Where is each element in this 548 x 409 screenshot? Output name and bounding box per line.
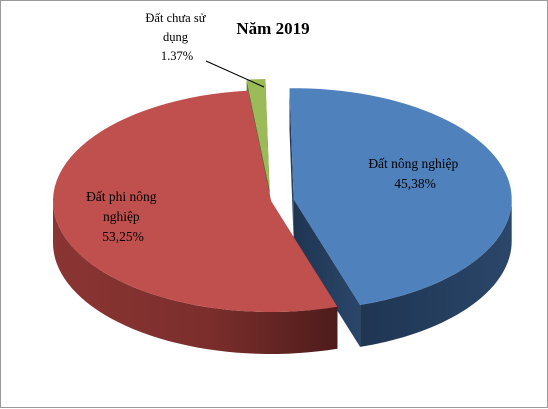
leader-line	[205, 60, 265, 88]
slice-dat-chua-su-dung	[246, 79, 270, 191]
label-dat-phi-nong-nghiep-line1: Đất phi nông	[86, 189, 157, 204]
label-dat-phi-nong-nghiep: Đất phi nông nghiệp 53,25%	[86, 189, 160, 244]
label-dat-nong-nghiep-value: 45,38%	[394, 176, 436, 191]
label-dat-chua-su-dung-line1: Đất chưa sử	[145, 11, 206, 25]
label-dat-chua-su-dung-value: 1.37%	[161, 49, 193, 63]
label-dat-nong-nghiep-name: Đất nông nghiệp	[368, 156, 458, 171]
label-dat-chua-su-dung-line2: dụng	[163, 30, 189, 44]
label-dat-phi-nong-nghiep-line2: nghiệp	[103, 209, 140, 224]
slice-dat-nong-nghiep-side	[360, 199, 512, 347]
label-dat-phi-nong-nghiep-value: 53,25%	[102, 229, 144, 244]
label-dat-nong-nghiep: Đất nông nghiệp 45,38%	[368, 156, 461, 191]
chart-title: Năm 2019	[236, 19, 309, 38]
slice-dat-nong-nghiep-cut-0	[289, 88, 294, 242]
slice-dat-nong-nghiep-cut-1	[293, 199, 361, 347]
slice-dat-nong-nghiep	[289, 88, 512, 305]
slice-dat-phi-nong-nghiep-side	[53, 201, 338, 354]
label-dat-chua-su-dung: Đất chưa sử dụng 1.37%	[145, 11, 208, 63]
slice-dat-phi-nong-nghiep	[53, 90, 338, 312]
